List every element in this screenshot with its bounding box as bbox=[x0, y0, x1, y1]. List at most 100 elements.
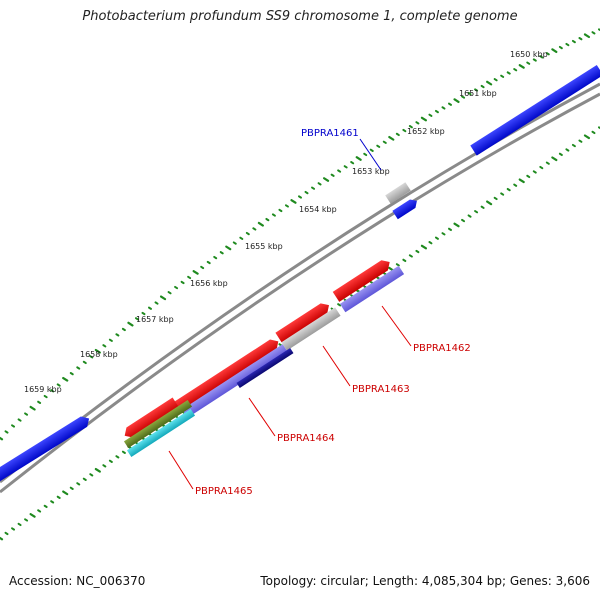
tick-mark-minor bbox=[350, 161, 355, 165]
tick-mark-minor bbox=[317, 182, 322, 186]
tick-mark-minor bbox=[11, 527, 16, 531]
tick-mark-minor bbox=[134, 317, 139, 321]
tick-label: 1653 kbp bbox=[352, 167, 390, 176]
tick-mark-minor bbox=[402, 258, 407, 263]
tick-mark-minor bbox=[82, 360, 87, 365]
tick-mark-minor bbox=[337, 169, 342, 173]
tick-label: 1654 kbp bbox=[299, 205, 337, 214]
tick-mark-minor bbox=[82, 477, 87, 481]
gene-label[interactable]: PBPRA1464 bbox=[277, 433, 335, 444]
tick-mark-major bbox=[29, 405, 36, 411]
tick-mark-minor bbox=[174, 285, 179, 290]
tick-mark-minor bbox=[539, 55, 544, 59]
tick-mark-minor bbox=[239, 236, 244, 240]
tick-mark-minor bbox=[232, 241, 237, 245]
tick-mark-minor bbox=[461, 95, 466, 99]
tick-mark-minor bbox=[448, 227, 452, 232]
tick-mark-minor bbox=[43, 504, 48, 509]
tick-mark-minor bbox=[304, 190, 309, 195]
tick-mark-minor bbox=[408, 254, 413, 258]
tick-mark-minor bbox=[467, 91, 472, 96]
gene-olive bbox=[123, 399, 193, 449]
tick-mark-minor bbox=[76, 366, 81, 370]
tick-mark-major bbox=[453, 222, 460, 228]
tick-mark-minor bbox=[245, 231, 250, 236]
gene-label[interactable]: PBPRA1463 bbox=[352, 384, 410, 395]
gene-block-blue-bottom bbox=[0, 416, 90, 484]
tick-mark-minor bbox=[17, 522, 22, 527]
gene-label-leader-line bbox=[248, 397, 276, 437]
tick-mark-minor bbox=[4, 430, 9, 434]
tick-mark-minor bbox=[571, 39, 576, 44]
tick-mark-minor bbox=[480, 205, 485, 209]
tick-mark-minor bbox=[43, 394, 48, 399]
tick-mark-major bbox=[420, 116, 428, 122]
tick-mark-minor bbox=[37, 509, 42, 513]
tick-mark-minor bbox=[565, 42, 570, 47]
tick-mark-minor bbox=[598, 28, 600, 32]
tick-mark-major bbox=[486, 200, 493, 206]
gene-block-blue-top bbox=[470, 64, 600, 156]
tick-mark-minor bbox=[11, 424, 16, 428]
tick-mark-major bbox=[420, 244, 428, 250]
tick-mark-major bbox=[551, 48, 558, 54]
tick-mark-major bbox=[551, 156, 558, 162]
tick-mark-major bbox=[486, 80, 493, 86]
tick-mark-minor bbox=[337, 303, 342, 307]
tick-label: 1658 kbp bbox=[80, 350, 118, 359]
tick-mark-minor bbox=[24, 518, 29, 522]
gene-red-1 bbox=[332, 260, 390, 302]
tick-mark-minor bbox=[50, 500, 55, 504]
tick-mark-minor bbox=[265, 217, 270, 222]
gene-navy bbox=[236, 348, 294, 388]
tick-label: 1652 kbp bbox=[407, 127, 445, 136]
tick-mark-minor bbox=[278, 208, 283, 213]
tick-mark-minor bbox=[467, 214, 472, 218]
tick-mark-minor bbox=[343, 165, 348, 169]
tick-mark-minor bbox=[284, 204, 289, 208]
outer-tick-scale bbox=[0, 28, 600, 441]
tick-mark-minor bbox=[4, 531, 9, 536]
gene-red-4 bbox=[124, 397, 180, 438]
tick-mark-minor bbox=[591, 31, 596, 35]
tick-mark-major bbox=[127, 321, 134, 327]
tick-mark-minor bbox=[480, 84, 485, 89]
genome-summary-text: Topology: circular; Length: 4,085,304 bp… bbox=[260, 574, 590, 588]
tick-mark-minor bbox=[121, 327, 126, 332]
tick-mark-minor bbox=[213, 255, 218, 260]
tick-label: 1650 kbp bbox=[510, 50, 548, 59]
tick-mark-minor bbox=[500, 192, 505, 196]
tick-mark-minor bbox=[108, 338, 113, 342]
gene-label[interactable]: PBPRA1465 bbox=[195, 486, 253, 497]
tick-mark-minor bbox=[89, 473, 94, 477]
tick-mark-minor bbox=[434, 236, 439, 240]
tick-mark-minor bbox=[141, 311, 146, 316]
tick-mark-minor bbox=[330, 173, 335, 177]
tick-mark-major bbox=[257, 221, 264, 227]
tick-mark-major bbox=[159, 295, 167, 301]
gene-grey-small bbox=[385, 182, 411, 204]
tick-mark-minor bbox=[148, 306, 152, 310]
gene-label-leader-line bbox=[168, 450, 194, 490]
gene-label[interactable]: PBPRA1462 bbox=[413, 343, 471, 354]
gene-labels: PBPRA1461 PBPRA1462 PBPRA1463 PBPRA1464 PBPR… bbox=[168, 128, 471, 497]
tick-mark-major bbox=[583, 134, 591, 140]
tick-mark-major bbox=[94, 467, 101, 473]
tick-mark-minor bbox=[206, 260, 211, 265]
tick-mark-minor bbox=[298, 195, 302, 199]
tick-mark-major bbox=[225, 245, 232, 251]
tick-mark-major bbox=[355, 156, 362, 161]
tick-label: 1656 kbp bbox=[190, 279, 228, 288]
gene-label-leader-line bbox=[359, 138, 382, 171]
tick-mark-minor bbox=[571, 143, 576, 148]
tick-mark-minor bbox=[219, 251, 224, 255]
gene-label[interactable]: PBPRA1461 bbox=[301, 128, 359, 139]
gene-grey-long bbox=[281, 307, 341, 351]
tick-mark-minor bbox=[526, 174, 531, 179]
tick-mark-major bbox=[290, 199, 297, 204]
tick-mark-minor bbox=[493, 196, 498, 201]
tick-mark-major bbox=[322, 177, 330, 182]
tick-mark-major bbox=[518, 178, 525, 184]
tick-mark-minor bbox=[428, 241, 433, 245]
gene-red-2 bbox=[275, 303, 329, 343]
